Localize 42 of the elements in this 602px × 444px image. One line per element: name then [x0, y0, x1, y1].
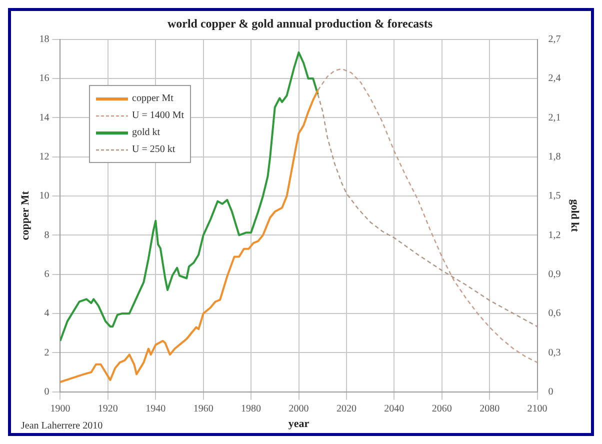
- y-tick-label: 4: [44, 308, 50, 320]
- x-tick-label: 2100: [527, 403, 548, 414]
- y2-tick-label: 0,9: [548, 268, 561, 280]
- x-tick-label: 2020: [336, 403, 356, 414]
- y-tick-label: 14: [39, 112, 50, 124]
- line-series: [317, 68, 538, 364]
- y2-tick-label: 2,1: [548, 112, 561, 124]
- y-tick-label: 2: [44, 347, 50, 358]
- x-axis-title: year: [288, 418, 310, 430]
- y-tick-label: 18: [39, 34, 50, 46]
- legend-label: copper Mt: [132, 92, 174, 106]
- y-tick-label: 12: [39, 151, 50, 162]
- x-tick-label: 2000: [288, 403, 309, 414]
- x-tick-label: 1980: [241, 403, 262, 414]
- x-tick-label: 2040: [384, 403, 404, 414]
- y-tick-label: 6: [44, 268, 50, 280]
- y2-tick-label: 1,5: [548, 190, 561, 202]
- legend-label: gold kt: [132, 126, 160, 140]
- y-tick-label: 16: [39, 73, 50, 84]
- y-axis-title: copper Mt: [19, 190, 32, 240]
- y2-tick-label: 1,8: [548, 151, 561, 162]
- y2-axis-title: gold kt: [568, 199, 581, 232]
- x-tick-label: 1920: [98, 403, 118, 414]
- y2-tick-label: 1,2: [548, 230, 561, 241]
- y2-tick-label: 2,7: [548, 34, 561, 46]
- y-tick-label: 8: [44, 230, 50, 241]
- x-tick-label: 1900: [50, 403, 70, 414]
- legend-label: U = 250 kt: [132, 143, 176, 157]
- line-series: [317, 94, 538, 328]
- text: Jean Laherrere 2010: [21, 420, 103, 432]
- y2-tick-label: 0: [548, 386, 554, 398]
- legend-label: U = 1400 Mt: [132, 109, 184, 123]
- x-tick-label: 2080: [480, 403, 500, 414]
- y2-tick-label: 2,4: [548, 73, 561, 84]
- y-tick-label: 10: [39, 190, 50, 202]
- chart-title: world copper & gold annual production & forecasts: [167, 16, 433, 30]
- x-tick-label: 1960: [193, 403, 214, 414]
- y2-tick-label: 0,3: [548, 347, 561, 358]
- y2-tick-label: 0,6: [548, 308, 561, 320]
- y-tick-label: 0: [44, 386, 50, 398]
- x-tick-label: 1940: [146, 403, 166, 414]
- x-tick-label: 2060: [432, 403, 452, 414]
